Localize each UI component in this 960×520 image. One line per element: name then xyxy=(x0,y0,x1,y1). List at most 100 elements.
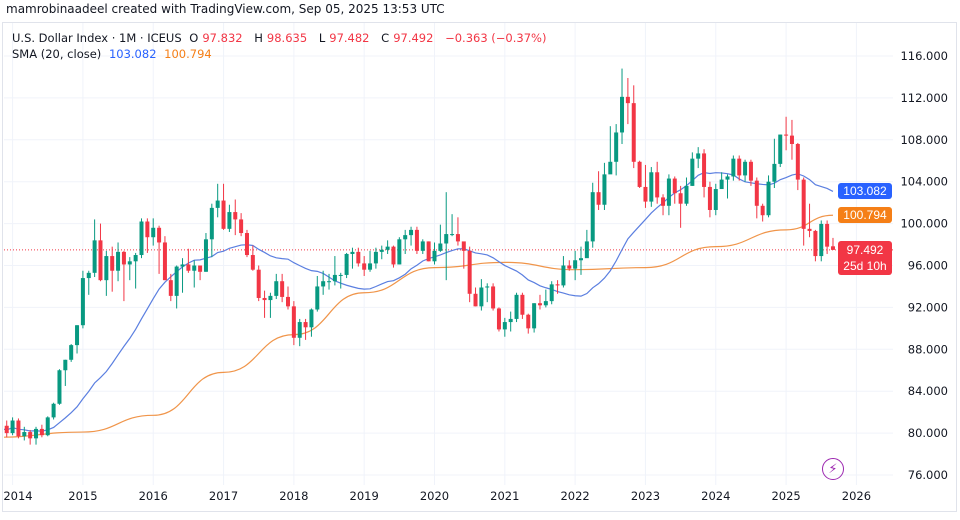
candle-body xyxy=(819,223,824,257)
candle xyxy=(110,246,115,292)
candle xyxy=(655,161,660,204)
candle xyxy=(508,311,513,332)
candle xyxy=(731,155,736,181)
candle xyxy=(139,218,144,259)
candle xyxy=(825,220,830,254)
candle xyxy=(549,281,554,305)
candle xyxy=(696,147,701,169)
candle-body xyxy=(414,229,419,251)
candle-body xyxy=(543,301,548,306)
candle-body xyxy=(602,174,607,205)
candle xyxy=(450,214,455,237)
candle xyxy=(772,138,777,188)
y-tick-label: 104.000 xyxy=(900,175,948,189)
candle xyxy=(51,402,56,420)
symbol-label[interactable]: U.S. Dollar Index · 1M · ICEUS xyxy=(12,31,182,45)
candle-body xyxy=(338,274,343,276)
candle xyxy=(649,167,654,207)
sma-label[interactable]: SMA (20, close) xyxy=(12,47,102,61)
candle xyxy=(162,236,167,281)
candle xyxy=(151,218,156,246)
y-tick-label: 92.000 xyxy=(908,300,948,314)
candle xyxy=(491,283,496,311)
candle xyxy=(784,116,789,151)
candle-body xyxy=(344,253,349,275)
candle-body xyxy=(678,193,683,204)
candle xyxy=(45,416,50,437)
x-tick-label: 2021 xyxy=(490,489,519,503)
candle xyxy=(702,149,707,198)
candle-body xyxy=(485,286,490,288)
x-tick-label: 2025 xyxy=(771,489,800,503)
candle xyxy=(409,226,414,246)
candle-body xyxy=(737,158,742,176)
sma-blue-value: 103.082 xyxy=(108,47,157,61)
candle xyxy=(174,265,179,309)
ohlc-open: O 97.832 xyxy=(189,31,243,45)
candle-body xyxy=(373,251,378,264)
chart-frame xyxy=(2,22,957,512)
candle-body xyxy=(22,432,27,437)
candle xyxy=(379,245,384,260)
candle-body xyxy=(4,425,9,434)
x-tick-label: 2023 xyxy=(631,489,660,503)
candle-body xyxy=(162,242,167,281)
candle-body xyxy=(455,234,460,242)
candle-body xyxy=(713,189,718,210)
candle xyxy=(121,250,126,302)
legend-sma-row: SMA (20, close) 103.082 100.794 xyxy=(12,46,550,62)
candle-body xyxy=(227,212,232,229)
lightning-icon[interactable]: ⚡︎ xyxy=(822,458,844,480)
candle xyxy=(573,250,578,281)
candle-body xyxy=(192,265,197,271)
candle xyxy=(520,292,525,319)
candle xyxy=(661,194,666,216)
candle xyxy=(80,270,85,329)
candle xyxy=(637,160,642,188)
candle xyxy=(239,213,244,237)
candle-body xyxy=(579,258,583,261)
candle xyxy=(719,172,724,190)
candle-body xyxy=(332,274,337,282)
legend: U.S. Dollar Index · 1M · ICEUS O 97.832 H… xyxy=(12,30,550,62)
sma-blue-layer xyxy=(4,171,834,432)
candle xyxy=(666,174,671,216)
candle-body xyxy=(778,134,783,164)
candle xyxy=(485,283,490,303)
candle-body xyxy=(748,161,753,181)
candle xyxy=(543,289,548,308)
candle xyxy=(438,224,443,252)
candle-body xyxy=(649,172,654,202)
candle xyxy=(215,183,220,218)
candle-body xyxy=(244,233,249,256)
candle xyxy=(315,275,320,312)
candle xyxy=(92,219,97,278)
candle-body xyxy=(608,161,613,175)
candle xyxy=(145,218,150,253)
candle xyxy=(332,256,337,286)
y-tick-label: 84.000 xyxy=(908,384,948,398)
candle-body xyxy=(637,161,642,187)
candle-body xyxy=(145,221,150,238)
candle-body xyxy=(63,359,68,371)
candle xyxy=(368,250,373,272)
candle xyxy=(537,294,542,310)
candle-body xyxy=(391,246,396,265)
candle-body xyxy=(631,103,636,162)
candle-body xyxy=(303,322,308,328)
candle-body xyxy=(467,250,472,294)
sma-orange-line xyxy=(4,214,833,438)
candle-body xyxy=(625,96,630,104)
candle xyxy=(209,203,214,258)
candle-body xyxy=(186,264,191,271)
candle xyxy=(819,220,824,262)
candle xyxy=(760,203,765,222)
candle-body xyxy=(537,303,542,306)
candle xyxy=(203,233,208,272)
candle xyxy=(280,273,285,303)
candle xyxy=(414,226,419,254)
candle xyxy=(256,265,261,302)
sma-orange-layer xyxy=(4,214,833,438)
candle-body xyxy=(643,186,648,202)
